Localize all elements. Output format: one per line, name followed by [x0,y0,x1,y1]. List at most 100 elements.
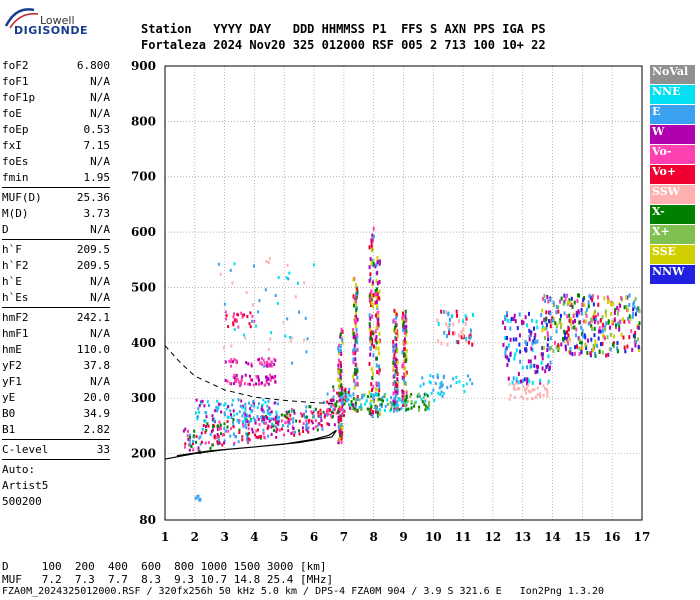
echo-point [329,408,332,412]
echo-point [318,422,321,426]
echo-point [269,378,272,382]
echo-point [392,348,395,353]
echo-point [524,387,527,391]
echo-point [370,404,373,409]
echo-point [586,350,589,355]
echo-point [376,356,379,361]
echo-point [286,416,289,420]
echo-point [526,377,529,382]
echo-point [337,415,340,420]
y-tick-label: 600 [131,225,156,239]
echo-point [268,357,271,361]
echo-point [465,339,468,344]
echo-point [394,394,397,398]
echo-point [609,332,612,337]
echo-point [534,355,537,360]
echo-point [294,295,297,299]
x-tick-label: 7 [340,530,348,544]
echo-point [549,336,552,341]
echo-point [546,343,549,348]
echo-point [510,316,513,321]
echo-point [573,318,576,323]
echo-point [196,494,200,498]
echo-point [593,346,596,351]
param-label: hmF2 [2,311,29,324]
echo-point [401,311,404,316]
param-row-hmf2: hmF2 242.1 [2,310,110,326]
echo-point [319,412,322,416]
echo-point [341,411,344,415]
echo-point [458,380,461,384]
echo-point [445,310,448,315]
echo-point [250,404,253,408]
echo-point [232,375,235,379]
echo-point [428,380,431,384]
echo-point [530,363,533,368]
echo-point [455,339,458,344]
echo-point [581,303,584,308]
echo-point [227,325,230,329]
param-value: 242.1 [76,311,110,324]
echo-point [356,409,359,413]
echo-point [269,337,272,341]
echo-point [632,302,635,307]
param-value: 209.5 [76,259,110,272]
echo-point [356,395,359,400]
echo-point [339,344,342,349]
echo-point [378,368,381,373]
x-tick-label: 1 [161,530,169,544]
echo-point [265,260,268,264]
echo-point [504,351,507,356]
echo-point [597,302,600,307]
echo-point [217,262,220,266]
echo-point [340,433,343,438]
echo-point [262,416,265,420]
echo-point [403,401,406,405]
echo-point [184,442,187,446]
echo-point [251,409,254,413]
echo-point [609,347,612,352]
echo-point [554,321,557,326]
echo-point [266,412,269,416]
echo-point [541,320,544,325]
echo-point [238,384,241,388]
echo-point [402,390,405,395]
echo-point [506,318,509,323]
echo-point [298,429,301,433]
echo-point [347,391,350,395]
echo-point [509,326,512,331]
echo-point [277,422,280,426]
echo-point [240,311,243,315]
echo-point [285,276,288,280]
echo-point [575,310,578,315]
echo-point [340,327,343,332]
echo-point [332,398,335,402]
echo-point [304,409,307,413]
echo-point [265,360,268,364]
echo-point [232,432,235,436]
echo-point [370,238,373,243]
echo-point [233,378,236,382]
echo-point [509,318,512,323]
echo-point [356,317,359,322]
echo-point [366,395,369,399]
echo-point [353,378,356,383]
legend-item-ssw: SSW [650,185,695,204]
echo-point [400,399,403,403]
echo-point [636,308,639,313]
echo-point [512,376,515,381]
echo-point [598,326,601,331]
echo-point [190,445,193,449]
echo-point [558,320,561,325]
echo-point [276,402,279,406]
echo-point [359,407,362,411]
echo-point [233,413,236,417]
echo-point [376,260,379,265]
echo-point [235,379,238,383]
echo-point [343,409,346,413]
echo-point [532,339,535,344]
echo-point [280,427,283,431]
echo-point [638,347,641,352]
echo-point [220,410,223,414]
echo-point [543,317,546,322]
